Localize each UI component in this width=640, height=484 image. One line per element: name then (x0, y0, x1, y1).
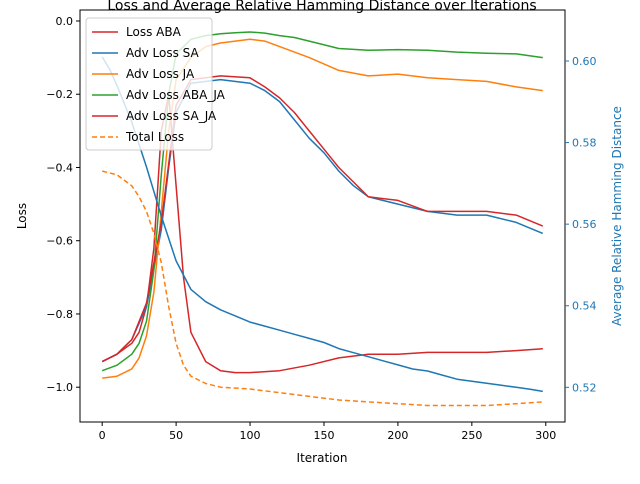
y-right-tick-label: 0.54 (572, 300, 597, 313)
y-tick-label: −0.6 (46, 235, 73, 248)
plot-frame (79, 9, 566, 423)
plot-lines (101, 31, 544, 407)
series-line-total-loss (102, 170, 543, 407)
x-axis-label: Iteration (297, 451, 348, 465)
y-axis-right: 0.52 0.54 0.56 0.58 0.60 (565, 55, 597, 394)
legend-label: Adv Loss ABA_JA (126, 88, 226, 102)
y-axis-label: Loss (15, 203, 29, 229)
legend-label: Adv Loss SA_JA (126, 109, 217, 123)
legend: Loss ABA Adv Loss SA Adv Loss JA Adv Loss A… (85, 17, 226, 151)
x-axis: 0 50 100 150 200 250 300 (99, 422, 556, 442)
x-tick-label: 250 (461, 429, 482, 442)
y-tick-label: −0.4 (46, 161, 73, 174)
legend-box (85, 17, 213, 151)
y-tick-label: 0.0 (56, 15, 74, 28)
y-tick-label: −1.0 (46, 381, 73, 394)
y-right-tick-label: 0.60 (572, 55, 597, 68)
x-tick-label: 100 (240, 429, 261, 442)
x-tick-label: 150 (313, 429, 334, 442)
y-axis-right-label: Average Relative Hamming Distance (610, 106, 624, 326)
y-right-tick-label: 0.58 (572, 137, 597, 150)
legend-label: Adv Loss SA (126, 46, 200, 60)
series-line-right-axis (101, 56, 543, 393)
y-tick-label: −0.8 (46, 308, 73, 321)
chart-title: Loss and Average Relative Hamming Distan… (107, 0, 536, 14)
legend-label: Loss ABA (126, 25, 182, 39)
x-tick-label: 300 (535, 429, 556, 442)
y-tick-label: −0.2 (46, 88, 73, 101)
y-right-tick-label: 0.52 (572, 381, 597, 394)
legend-label: Total Loss (125, 130, 184, 144)
y-right-tick-label: 0.56 (572, 218, 597, 231)
series-line-adv-loss-sa-ja (101, 75, 544, 363)
x-tick-label: 0 (99, 429, 106, 442)
legend-label: Adv Loss JA (126, 67, 195, 81)
x-tick-label: 50 (169, 429, 183, 442)
series-line-adv-loss-aba-ja (101, 31, 543, 372)
y-axis-left: 0.0 −0.2 −0.4 −0.6 −0.8 −1.0 (46, 15, 80, 394)
series-line-adv-loss-ja (102, 38, 543, 379)
x-tick-label: 200 (387, 429, 408, 442)
